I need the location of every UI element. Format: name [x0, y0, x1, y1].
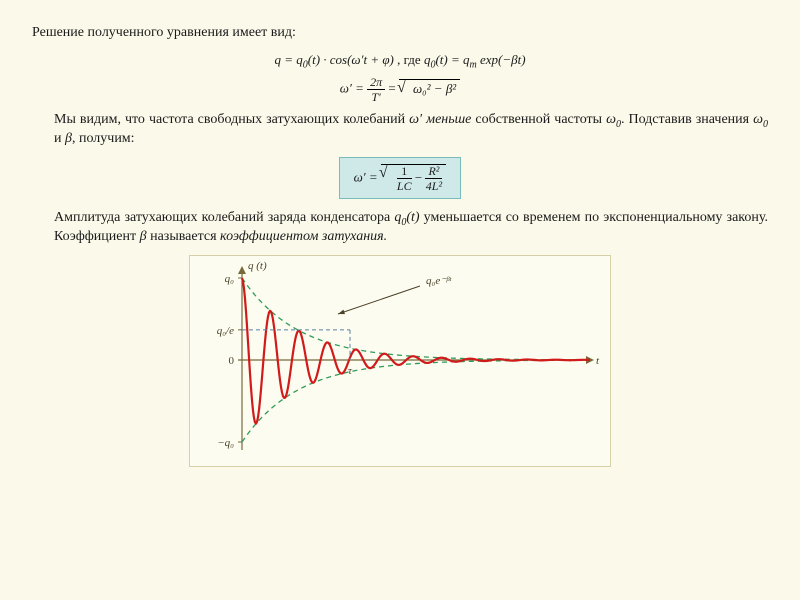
damped-oscillation-chart: q (t) t q₀ q₀/e 0 −q₀ τ q₀e⁻ᵝᵗ	[189, 255, 611, 467]
svg-text:−q₀: −q₀	[217, 437, 234, 449]
svg-text:q₀e⁻ᵝᵗ: q₀e⁻ᵝᵗ	[426, 275, 452, 287]
paragraph-2: Мы видим, что частота свободных затухающ…	[32, 111, 768, 149]
equation-2: ω′ = 2πT′ = ω₀² − β²	[32, 76, 768, 103]
svg-text:t: t	[596, 355, 600, 367]
svg-text:τ: τ	[348, 365, 353, 377]
svg-text:q (t): q (t)	[248, 260, 267, 272]
svg-text:q₀/e: q₀/e	[217, 325, 234, 337]
svg-text:0: 0	[229, 355, 235, 367]
paragraph-3: Амплитуда затухающих колебаний заряда ко…	[32, 209, 768, 247]
chart-container: q (t) t q₀ q₀/e 0 −q₀ τ q₀e⁻ᵝᵗ	[32, 255, 768, 474]
svg-text:q₀: q₀	[225, 273, 235, 285]
equation-1: q = q0(t) · cos(ω′t + φ) , где q0(t) = q…	[32, 51, 768, 69]
intro-paragraph: Решение полученного уравнения имеет вид:	[32, 24, 768, 43]
equation-3-box: ω′ = 1LC − R²4L²	[32, 157, 768, 199]
